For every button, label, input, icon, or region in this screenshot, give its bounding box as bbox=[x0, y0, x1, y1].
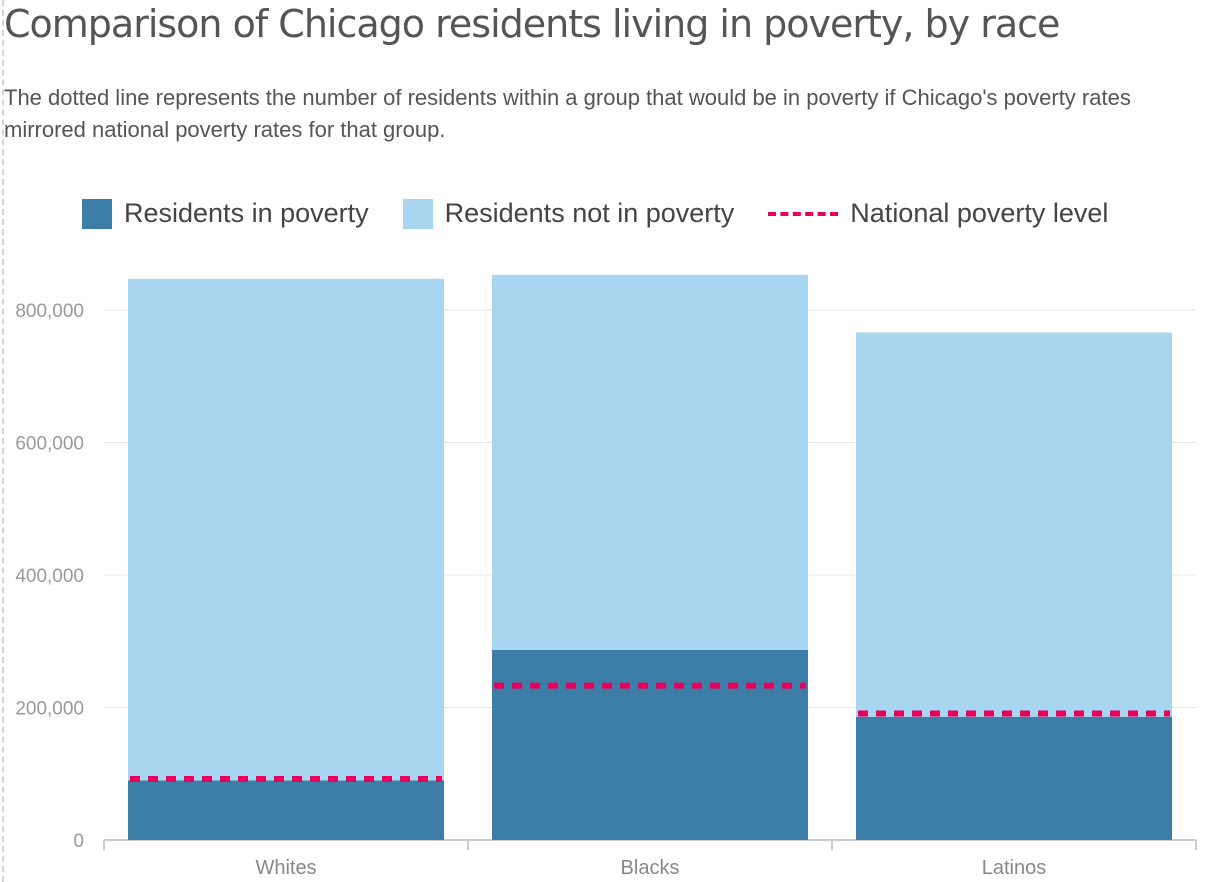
left-dashed-rule bbox=[2, 0, 4, 882]
legend-label-in-poverty: Residents in poverty bbox=[124, 198, 369, 228]
y-tick-label: 600,000 bbox=[15, 434, 84, 455]
legend-item-national-level: National poverty level bbox=[768, 198, 1108, 229]
y-tick-label: 200,000 bbox=[15, 699, 84, 720]
y-tick-label: 0 bbox=[73, 831, 84, 852]
y-tick-label: 400,000 bbox=[15, 566, 84, 587]
bar-not-in-poverty bbox=[128, 278, 444, 781]
legend-dashed-line bbox=[768, 211, 839, 216]
legend-label-national-level: National poverty level bbox=[850, 198, 1109, 228]
bar-in-poverty bbox=[492, 649, 808, 840]
x-tick-label: Latinos bbox=[982, 857, 1047, 879]
chart-title: Comparison of Chicago residents living i… bbox=[4, 2, 1060, 46]
bar-in-poverty bbox=[856, 716, 1172, 840]
y-tick-label: 800,000 bbox=[15, 301, 84, 322]
x-tick-label: Whites bbox=[255, 857, 316, 879]
chart-legend: Residents in poverty Residents not in po… bbox=[82, 198, 1142, 229]
x-tick-label: Blacks bbox=[621, 857, 680, 879]
chart-subtitle: The dotted line represents the number of… bbox=[4, 85, 1131, 142]
legend-label-not-in-poverty: Residents not in poverty bbox=[444, 198, 735, 228]
bar-not-in-poverty bbox=[856, 332, 1172, 717]
legend-item-not-in-poverty: Residents not in poverty bbox=[402, 198, 735, 229]
bar-in-poverty bbox=[128, 780, 444, 840]
legend-swatch-not-in-poverty bbox=[402, 198, 433, 229]
bar-not-in-poverty bbox=[492, 274, 808, 650]
legend-item-in-poverty: Residents in poverty bbox=[82, 198, 369, 229]
legend-swatch-in-poverty bbox=[82, 198, 112, 229]
